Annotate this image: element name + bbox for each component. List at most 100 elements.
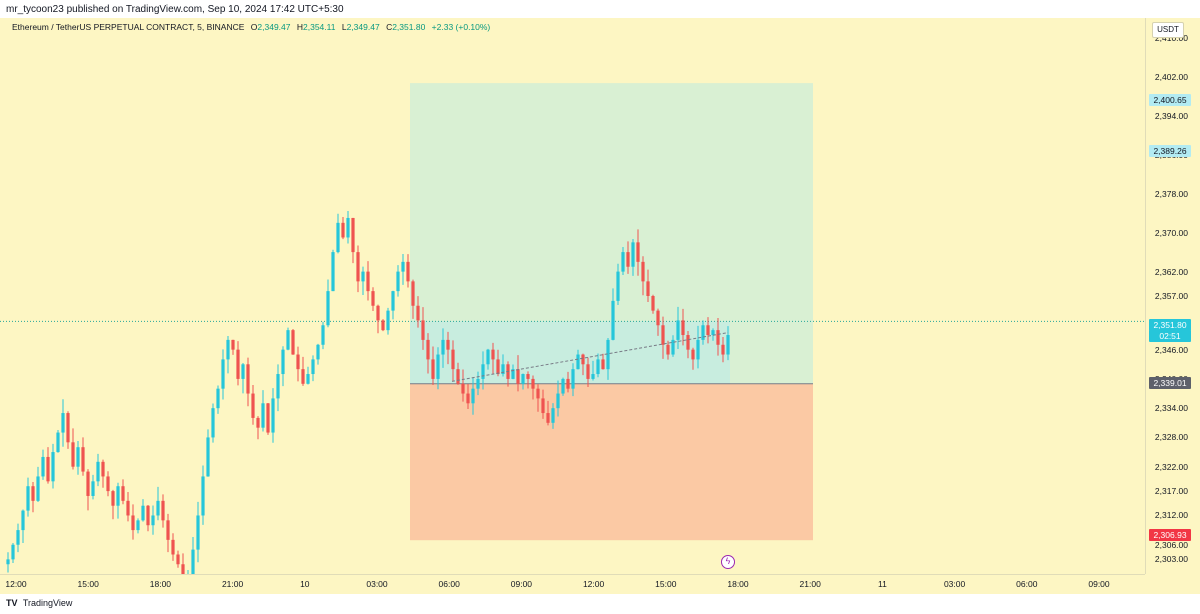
currency-button[interactable]: USDT xyxy=(1152,22,1184,38)
candle-body xyxy=(231,339,235,350)
candle-body xyxy=(181,564,185,574)
candle-body xyxy=(451,349,455,370)
candle-body xyxy=(421,320,425,340)
candle-body xyxy=(511,369,515,379)
candle-body xyxy=(121,486,125,501)
candle-body xyxy=(131,515,135,531)
candle-body xyxy=(36,476,40,501)
candle-body xyxy=(566,378,570,389)
position-trend-line xyxy=(451,332,729,382)
candle-body xyxy=(256,417,260,428)
candle-body xyxy=(616,271,620,301)
candle-body xyxy=(56,432,60,453)
candle-body xyxy=(91,481,95,496)
price-tick-label: 2,362.00 xyxy=(1154,266,1188,277)
candle-body xyxy=(666,344,670,355)
change-value: +2.33 (+0.10%) xyxy=(431,22,491,32)
price-tick-label: 2,346.00 xyxy=(1154,344,1188,355)
published-text: mr_tycoon23 published on TradingView.com… xyxy=(6,4,344,15)
candle-body xyxy=(196,515,200,550)
candle-body xyxy=(226,339,230,360)
candle-body xyxy=(321,325,325,345)
candle-body xyxy=(711,330,715,336)
candle-body xyxy=(626,252,630,267)
stop-price-badge: 2,306.93 xyxy=(1149,529,1191,541)
candle-body xyxy=(526,374,530,379)
candle-body xyxy=(216,388,220,409)
candle-body xyxy=(311,359,315,375)
candle-body xyxy=(636,242,640,262)
candle-body xyxy=(456,369,460,384)
candle-body xyxy=(126,500,130,516)
close-value: 2,351.80 xyxy=(392,22,426,32)
candle-body xyxy=(291,330,295,355)
tradingview-logo-icon: TV xyxy=(6,598,18,608)
candle-body xyxy=(156,500,160,516)
candle-body xyxy=(236,349,240,379)
candle-body xyxy=(701,325,705,340)
mid-price-badge: 2,389.26 xyxy=(1149,145,1191,157)
candle-body xyxy=(471,388,475,404)
candle-body xyxy=(41,456,45,477)
price-tick-label: 2,394.00 xyxy=(1154,110,1188,121)
candle-body xyxy=(346,217,350,238)
chart-area[interactable]: Ethereum / TetherUS PERPETUAL CONTRACT, … xyxy=(0,18,1200,594)
loss-zone xyxy=(410,383,813,541)
candle-body xyxy=(501,364,505,375)
candle-body xyxy=(491,349,495,360)
time-tick-label: 06:00 xyxy=(1016,579,1038,589)
candle-body xyxy=(336,222,340,253)
time-tick-label: 18:00 xyxy=(149,579,172,589)
time-tick-label: 11 xyxy=(877,579,887,589)
candle-body xyxy=(276,374,280,399)
candle-body xyxy=(251,393,255,418)
candle-body xyxy=(76,447,80,467)
candle-body xyxy=(531,378,535,389)
candle-body xyxy=(601,359,605,370)
candlestick-chart[interactable] xyxy=(0,18,1145,574)
candle-body xyxy=(266,403,270,433)
candle-body xyxy=(516,369,520,384)
candle-body xyxy=(71,442,75,467)
candle-body xyxy=(21,510,25,531)
chart-pane[interactable]: Ethereum / TetherUS PERPETUAL CONTRACT, … xyxy=(0,18,1145,574)
candle-body xyxy=(66,413,70,443)
candle-body xyxy=(396,271,400,292)
candle-body xyxy=(366,271,370,292)
candle-body xyxy=(166,520,170,540)
candle-body xyxy=(521,374,525,384)
target-price-badge: 2,400.65 xyxy=(1149,94,1191,106)
time-axis[interactable]: 12:00 15:00 18:00 21:00 10 03:00 06:00 09:00 12:… xyxy=(0,574,1145,594)
candle-body xyxy=(651,296,655,311)
candle-body xyxy=(101,461,105,477)
price-tick-label: 2,328.00 xyxy=(1154,432,1188,443)
candle-body xyxy=(111,491,115,506)
candle-body xyxy=(586,364,590,379)
lightning-icon[interactable]: ϟ xyxy=(721,555,735,569)
time-tick-label: 12:00 xyxy=(582,579,605,589)
candle-body xyxy=(571,369,575,389)
candle-body xyxy=(246,364,250,394)
candle-body xyxy=(391,291,395,311)
candle-body xyxy=(116,486,120,506)
candle-body xyxy=(671,339,675,355)
time-tick-label: 03:00 xyxy=(366,579,388,589)
candle-body xyxy=(51,452,55,482)
low-value: 2,349.47 xyxy=(346,22,380,32)
price-axis[interactable]: 2,410.002,402.002,394.002,386.002,378.00… xyxy=(1145,18,1200,574)
candle-body xyxy=(441,339,445,355)
candle-body xyxy=(371,291,375,306)
candle-body xyxy=(206,437,210,477)
candle-body xyxy=(461,383,465,394)
candle-body xyxy=(466,393,470,404)
time-tick-label: 15:00 xyxy=(77,579,99,589)
candle-body xyxy=(301,369,305,384)
candle-body xyxy=(46,456,50,482)
time-tick-label: 10 xyxy=(300,579,310,589)
time-tick-label: 12:00 xyxy=(5,579,27,589)
candle-body xyxy=(326,291,330,326)
candle-body xyxy=(361,271,365,282)
candle-body xyxy=(496,359,500,375)
candle-body xyxy=(411,281,415,306)
open-label: O xyxy=(250,22,258,32)
